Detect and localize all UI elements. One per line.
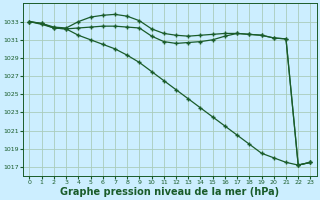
X-axis label: Graphe pression niveau de la mer (hPa): Graphe pression niveau de la mer (hPa) [60, 187, 280, 197]
